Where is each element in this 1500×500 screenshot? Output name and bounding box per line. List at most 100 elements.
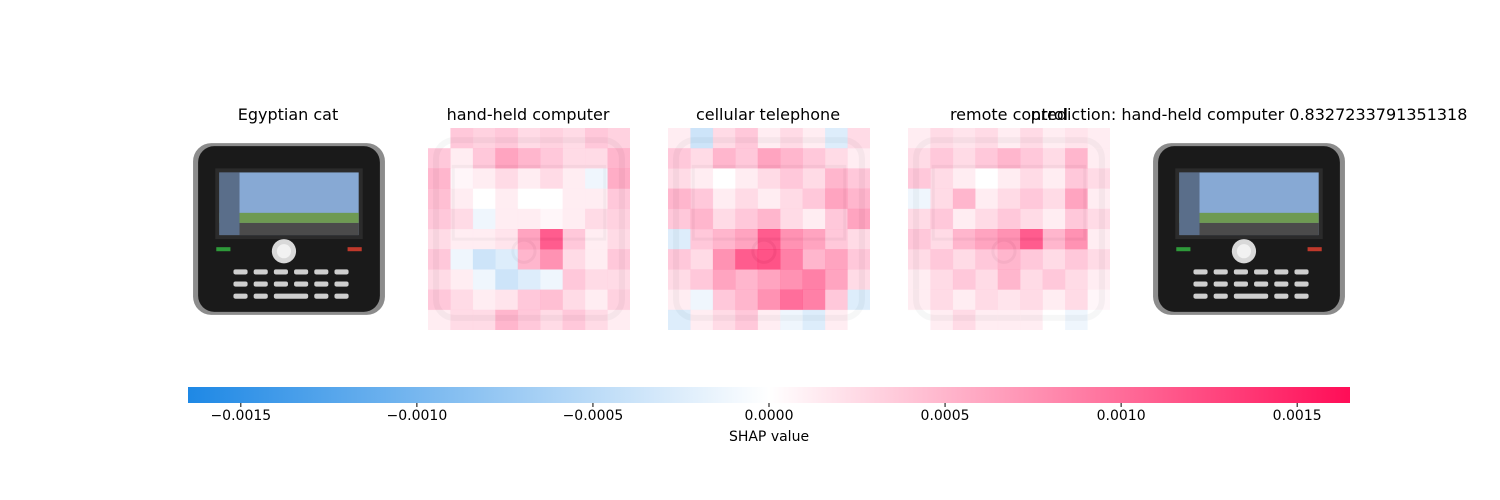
shap-cell (517, 188, 541, 210)
shap-cell (802, 208, 826, 230)
shap-cell (690, 188, 714, 210)
shap-cell (1020, 148, 1043, 169)
colorbar-tick-label: 0.0000 (744, 408, 794, 424)
shap-cell (952, 229, 976, 250)
shap-cell (450, 289, 474, 311)
shap-cell (757, 229, 781, 250)
shap-cell (690, 249, 714, 270)
shap-cell (668, 269, 691, 290)
shap-cell (847, 289, 870, 311)
shap-cell (690, 208, 714, 230)
shap-cell (607, 168, 630, 189)
shap-cell (472, 168, 496, 189)
shap-cell (975, 269, 999, 290)
shap-cell (585, 208, 608, 230)
shap-cell (1065, 229, 1088, 250)
shap-cell (825, 148, 848, 169)
shap-cell (607, 188, 630, 210)
shap-cell (908, 309, 931, 330)
shap-cell (1065, 208, 1088, 230)
shap-cell (585, 289, 608, 311)
shap-cell (847, 148, 870, 169)
shap-cell (825, 188, 848, 210)
shap-cell (1020, 229, 1043, 250)
shap-cell (1042, 249, 1066, 270)
shap-cell (495, 249, 519, 270)
shap-map-remote-control (908, 128, 1110, 330)
shap-cell (562, 168, 586, 189)
shap-cell (757, 289, 781, 311)
shap-cell (930, 208, 954, 230)
shap-cell (585, 148, 608, 169)
shap-cell (1065, 148, 1088, 169)
shap-cell (562, 309, 586, 330)
shap-cell (735, 168, 759, 189)
shap-cell (1042, 309, 1066, 330)
shap-cell (668, 128, 691, 149)
shap-cell (1087, 148, 1110, 169)
shap-cell (952, 148, 976, 169)
shap-cell (607, 229, 630, 250)
shap-cell (1042, 188, 1066, 210)
shap-cell (757, 188, 781, 210)
shap-cell (472, 188, 496, 210)
shap-cell (802, 249, 826, 270)
shap-cell (802, 128, 826, 149)
panel-title-2: hand-held computer (446, 105, 610, 124)
shap-cell (930, 128, 954, 149)
shap-cell (757, 208, 781, 230)
shap-cell (495, 168, 519, 189)
shap-cell (668, 309, 691, 330)
shap-cell (607, 289, 630, 311)
shap-cell (780, 208, 803, 230)
shap-cells-cellular-telephone (668, 128, 870, 330)
panel-title-3: cellular telephone (695, 105, 841, 124)
shap-cell (1042, 289, 1066, 311)
shap-cell (607, 269, 630, 290)
shap-cell (668, 148, 691, 169)
shap-cell (585, 188, 608, 210)
shap-cell (428, 188, 451, 210)
shap-cell (540, 128, 563, 149)
shap-cell (952, 168, 976, 189)
shap-cell (1020, 188, 1043, 210)
shap-cell (757, 269, 781, 290)
shap-cell (1065, 128, 1088, 149)
shap-cell (952, 208, 976, 230)
phone-image (193, 143, 385, 315)
shap-cell (495, 208, 519, 230)
shap-cell (517, 168, 541, 189)
shap-cell (975, 309, 999, 330)
shap-cell (428, 289, 451, 311)
shap-cell (517, 309, 541, 330)
shap-cell (1065, 289, 1088, 311)
shap-cell (585, 229, 608, 250)
shap-cell (780, 128, 803, 149)
shap-cell (690, 289, 714, 311)
colorbar-tick-label: −0.0010 (386, 408, 448, 424)
shap-cell (802, 148, 826, 169)
shap-cell (975, 229, 999, 250)
shap-cell (668, 208, 691, 230)
shap-cell (735, 128, 759, 149)
shap-cell (825, 249, 848, 270)
shap-cell (908, 249, 931, 270)
shap-cell (517, 208, 541, 230)
shap-cell (952, 249, 976, 270)
shap-cell (952, 188, 976, 210)
shap-cell (585, 128, 608, 149)
shap-cell (908, 269, 931, 290)
shap-cell (802, 309, 826, 330)
shap-cell (450, 188, 474, 210)
shap-cell (1087, 309, 1110, 330)
shap-cells-remote-control (908, 128, 1110, 330)
shap-cell (712, 249, 736, 270)
panel-title-5: prediction: hand-held computer 0.8327233… (1030, 105, 1468, 124)
shap-cell (472, 208, 496, 230)
shap-cell (908, 188, 931, 210)
shap-cell (1065, 168, 1088, 189)
shap-cell (757, 249, 781, 270)
shap-cell (585, 168, 608, 189)
shap-cell (562, 229, 586, 250)
shap-cell (930, 168, 954, 189)
